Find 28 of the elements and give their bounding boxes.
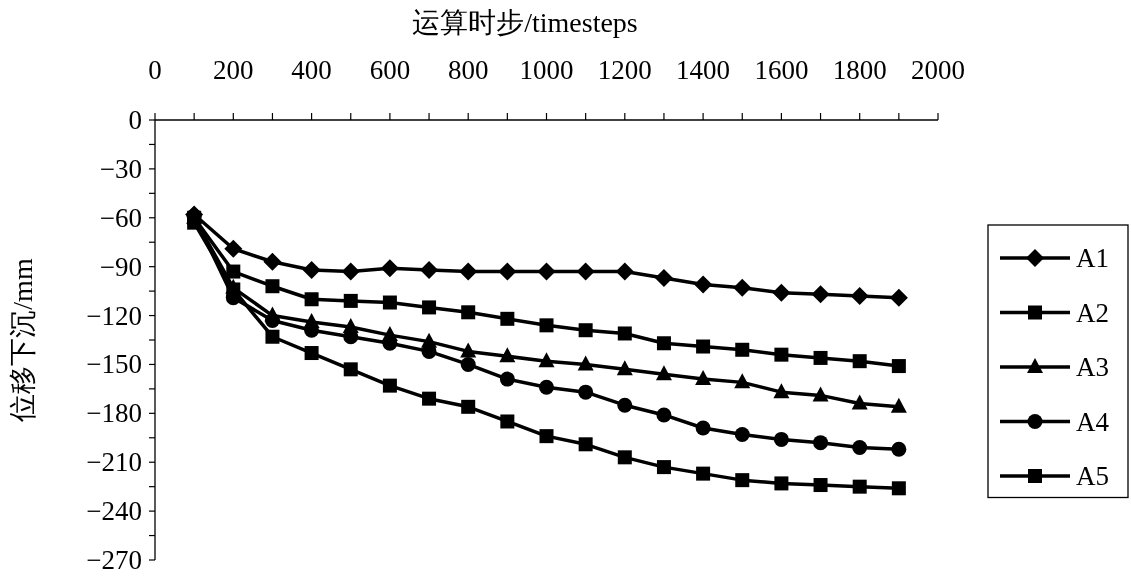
x-tick-label: 2000 (911, 55, 965, 85)
y-tick-label: −180 (86, 398, 142, 429)
y-tick-label: −240 (86, 496, 142, 527)
x-tick-label: 1600 (754, 55, 809, 85)
x-tick-label: 400 (291, 55, 332, 85)
y-tick-label: −210 (86, 447, 142, 478)
y-tick-label: −60 (99, 202, 142, 233)
y-tick-label: −30 (99, 153, 142, 184)
y-tick-label: −270 (86, 545, 142, 575)
legend-label: A2 (1076, 297, 1109, 328)
y-tick-label: −120 (86, 300, 142, 331)
y-tick-label: −150 (86, 349, 142, 380)
x-tick-label: 1200 (597, 55, 652, 85)
x-axis-title: 运算时步/timesteps (412, 7, 638, 38)
legend-label: A1 (1076, 243, 1109, 273)
x-tick-label: 1000 (519, 55, 574, 85)
x-tick-label: 800 (447, 55, 489, 85)
legend-label: A3 (1076, 352, 1109, 382)
x-tick-label: 200 (213, 55, 254, 85)
legend-label: A5 (1076, 461, 1109, 491)
x-tick-label: 600 (369, 55, 411, 85)
y-tick-label: −90 (99, 251, 142, 282)
x-tick-label: 0 (148, 55, 162, 85)
x-tick-label: 1800 (832, 55, 887, 85)
y-tick-label: 0 (128, 105, 142, 135)
legend-label: A4 (1076, 406, 1110, 437)
x-tick-label: 1400 (676, 55, 731, 85)
y-axis-title: 位移下沉/mm (7, 258, 38, 422)
